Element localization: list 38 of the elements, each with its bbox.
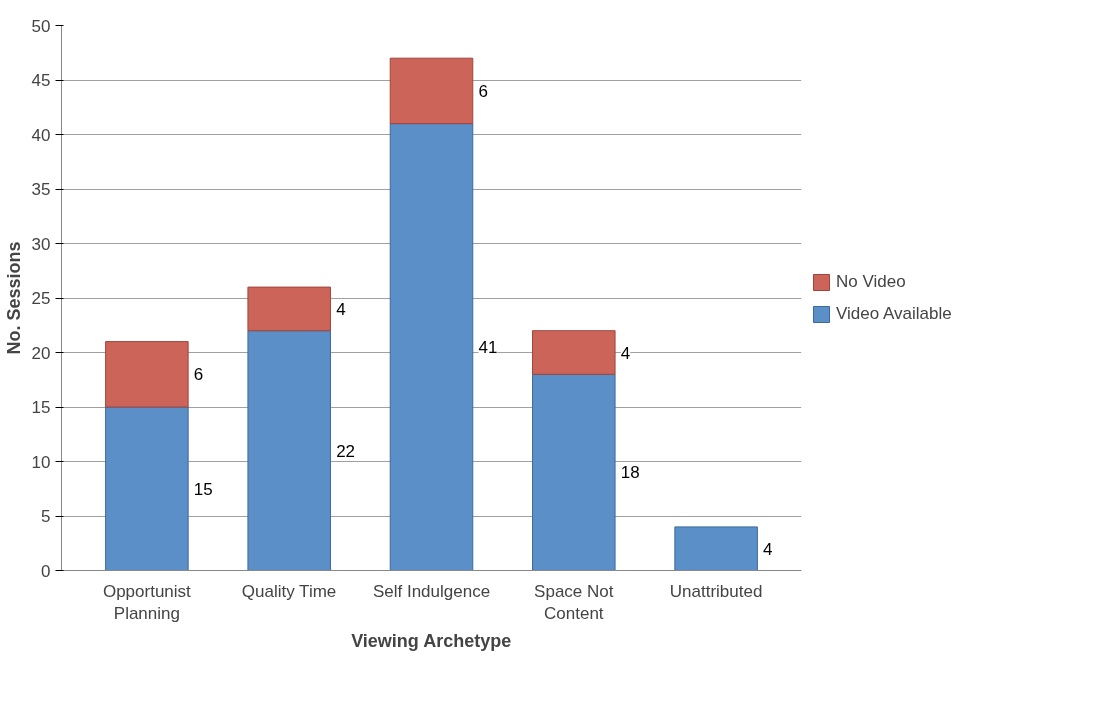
bar <box>389 123 474 571</box>
data-label: 22 <box>336 441 356 461</box>
x-tick-label: Self Indulgence <box>372 581 491 601</box>
bar <box>389 57 474 125</box>
bar <box>674 526 758 571</box>
bar <box>247 330 331 571</box>
data-label: 41 <box>478 338 498 358</box>
y-axis-title: No. Sessions <box>3 241 24 355</box>
data-label: 6 <box>193 365 204 385</box>
data-label: 15 <box>193 479 213 499</box>
y-tick-label: 45 <box>31 71 51 90</box>
x-tick-label: Space Not Content <box>534 581 614 624</box>
y-tick-label: 20 <box>31 343 51 363</box>
x-tick-label: Unattributed <box>669 581 763 601</box>
y-tick-label: 35 <box>31 180 51 199</box>
data-label: 4 <box>336 299 346 319</box>
x-tick-label: Quality Time <box>241 581 337 601</box>
y-tick-label: 5 <box>41 507 51 526</box>
y-tick-label: 10 <box>31 452 51 472</box>
bar <box>247 286 331 332</box>
y-tick-label: 30 <box>31 234 51 254</box>
bar <box>532 373 616 571</box>
data-label: 18 <box>620 463 640 483</box>
data-label: 6 <box>478 81 488 101</box>
y-tick-label: 15 <box>31 398 51 417</box>
bar <box>105 406 189 571</box>
y-tick-label: 40 <box>31 125 51 145</box>
bar <box>532 330 616 375</box>
x-tick-label: Opportunist Planning <box>102 581 192 624</box>
bar <box>105 341 189 408</box>
y-tick-label: 0 <box>41 561 51 581</box>
legend-label: No Video <box>836 271 906 292</box>
y-tick-label: 50 <box>31 16 51 36</box>
x-axis-title: Viewing Archetype <box>351 631 512 652</box>
data-label: 4 <box>763 539 773 559</box>
y-tick-label: 25 <box>31 289 51 308</box>
data-label: 4 <box>620 343 631 363</box>
legend-label: Video Available <box>836 303 952 324</box>
